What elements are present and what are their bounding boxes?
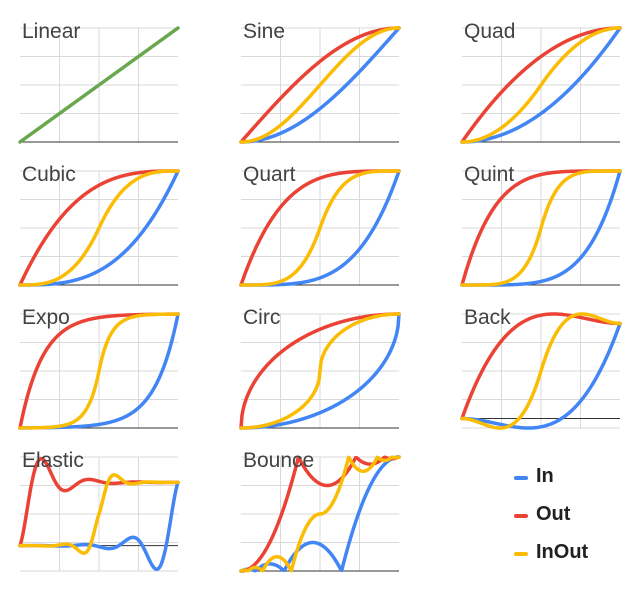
chart-panel-expo: Expo [18, 298, 180, 438]
chart-panel-linear: Linear [18, 12, 180, 152]
series-line-out [460, 26, 622, 144]
chart-svg-cubic [18, 169, 180, 287]
series-line-inout [460, 169, 622, 287]
chart-svg-elastic [18, 456, 180, 572]
chart-svg-quint [460, 169, 622, 287]
series-line-inout [239, 26, 401, 144]
chart-title: Quint [464, 163, 515, 186]
series-line-inout [18, 169, 180, 287]
chart-svg-quart [239, 169, 401, 287]
chart-svg-bounce [239, 455, 401, 573]
chart-svg-linear [18, 26, 180, 144]
chart-title: Quad [464, 20, 516, 43]
legend-swatch-inout [514, 552, 528, 556]
chart-panel-sine: Sine [239, 12, 401, 152]
chart-title: Expo [22, 306, 70, 329]
chart-panel-bounce: Bounce [239, 441, 401, 581]
chart-title: Linear [22, 20, 81, 43]
chart-svg-quad [460, 26, 622, 144]
chart-svg-expo [18, 312, 180, 430]
series-line-in [460, 26, 622, 144]
legend-swatch-in [514, 476, 528, 480]
chart-title: Sine [243, 20, 286, 43]
series-line-in [460, 321, 622, 430]
legend-swatch-out [514, 514, 528, 518]
legend-label-inout: InOut [536, 541, 589, 563]
chart-svg-back [460, 312, 622, 430]
series-line-inout [460, 26, 622, 144]
chart-panel-elastic: Elastic [18, 441, 180, 581]
series-line-inout [18, 312, 180, 430]
chart-panel-quad: Quad [460, 12, 622, 152]
series-line-inout [18, 473, 180, 555]
chart-title: Quart [243, 163, 296, 186]
chart-panel-cubic: Cubic [18, 155, 180, 295]
chart-title: Elastic [22, 449, 84, 472]
legend-label-in: In [536, 465, 554, 487]
chart-title: Cubic [22, 163, 76, 186]
chart-panel-quart: Quart [239, 155, 401, 295]
chart-panel-circ: Circ [239, 298, 401, 438]
legend: In Out InOut [512, 460, 632, 574]
chart-panel-quint: Quint [460, 155, 622, 295]
legend-item-in: In [512, 460, 632, 498]
series-line-out [460, 312, 622, 421]
chart-title: Circ [243, 306, 281, 329]
series-line-linear [18, 26, 180, 144]
chart-svg-sine [239, 26, 401, 144]
series-line-inout [239, 312, 401, 430]
series-line-inout [239, 169, 401, 287]
legend-item-inout: InOut [512, 536, 632, 574]
chart-panel-back: Back [460, 298, 622, 438]
chart-title: Bounce [243, 449, 315, 472]
series-line-out [239, 26, 401, 144]
series-line-inout [239, 455, 401, 573]
legend-label-out: Out [536, 503, 571, 525]
chart-title: Back [464, 306, 511, 329]
chart-svg-circ [239, 312, 401, 430]
series-line-in [239, 26, 401, 144]
series-line-inout [460, 312, 622, 430]
legend-item-out: Out [512, 498, 632, 536]
